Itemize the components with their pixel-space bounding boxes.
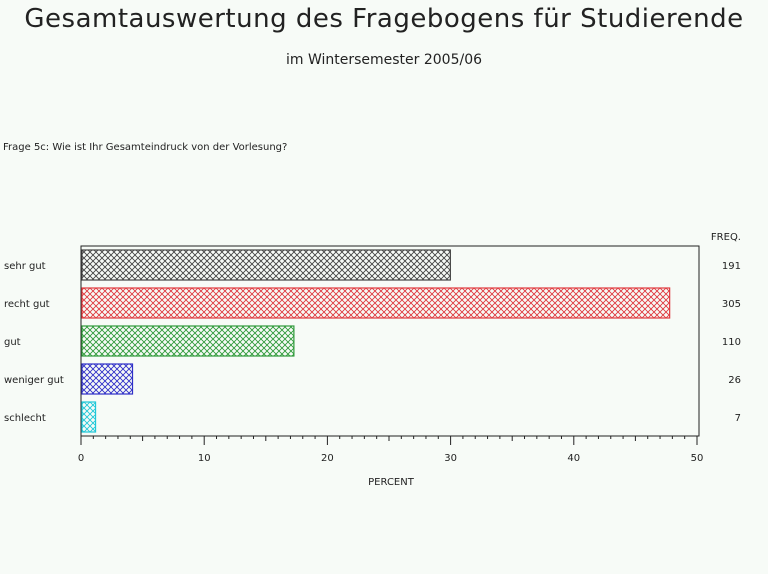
bar-sehr-gut (81, 249, 451, 281)
freq-value: 191 (722, 261, 741, 272)
question-text: Frage 5c: Wie ist Ihr Gesamteindruck von… (3, 142, 288, 153)
freq-value: 110 (722, 337, 741, 348)
bar-gut (81, 325, 295, 357)
x-tick-label: 50 (691, 453, 704, 464)
page-title: Gesamtauswertung des Fragebogens für Stu… (24, 4, 744, 34)
x-axis-label: PERCENT (368, 477, 415, 488)
freq-value: 7 (735, 413, 741, 424)
category-label: recht gut (4, 299, 50, 310)
x-tick-label: 20 (321, 453, 334, 464)
category-label: weniger gut (4, 375, 64, 386)
x-tick-label: 40 (567, 453, 580, 464)
x-tick-label: 0 (78, 453, 84, 464)
category-label: schlecht (4, 413, 46, 424)
freq-value: 26 (728, 375, 741, 386)
bar-recht-gut (81, 287, 671, 319)
category-label: sehr gut (4, 261, 46, 272)
freq-value: 305 (722, 299, 741, 310)
x-tick-label: 10 (198, 453, 211, 464)
x-tick-label: 30 (444, 453, 457, 464)
page-subtitle: im Wintersemester 2005/06 (285, 52, 483, 68)
bar-schlecht (81, 401, 97, 433)
bar-weniger-gut (81, 363, 134, 395)
freq-header: FREQ. (711, 232, 741, 243)
category-label: gut (4, 337, 21, 348)
